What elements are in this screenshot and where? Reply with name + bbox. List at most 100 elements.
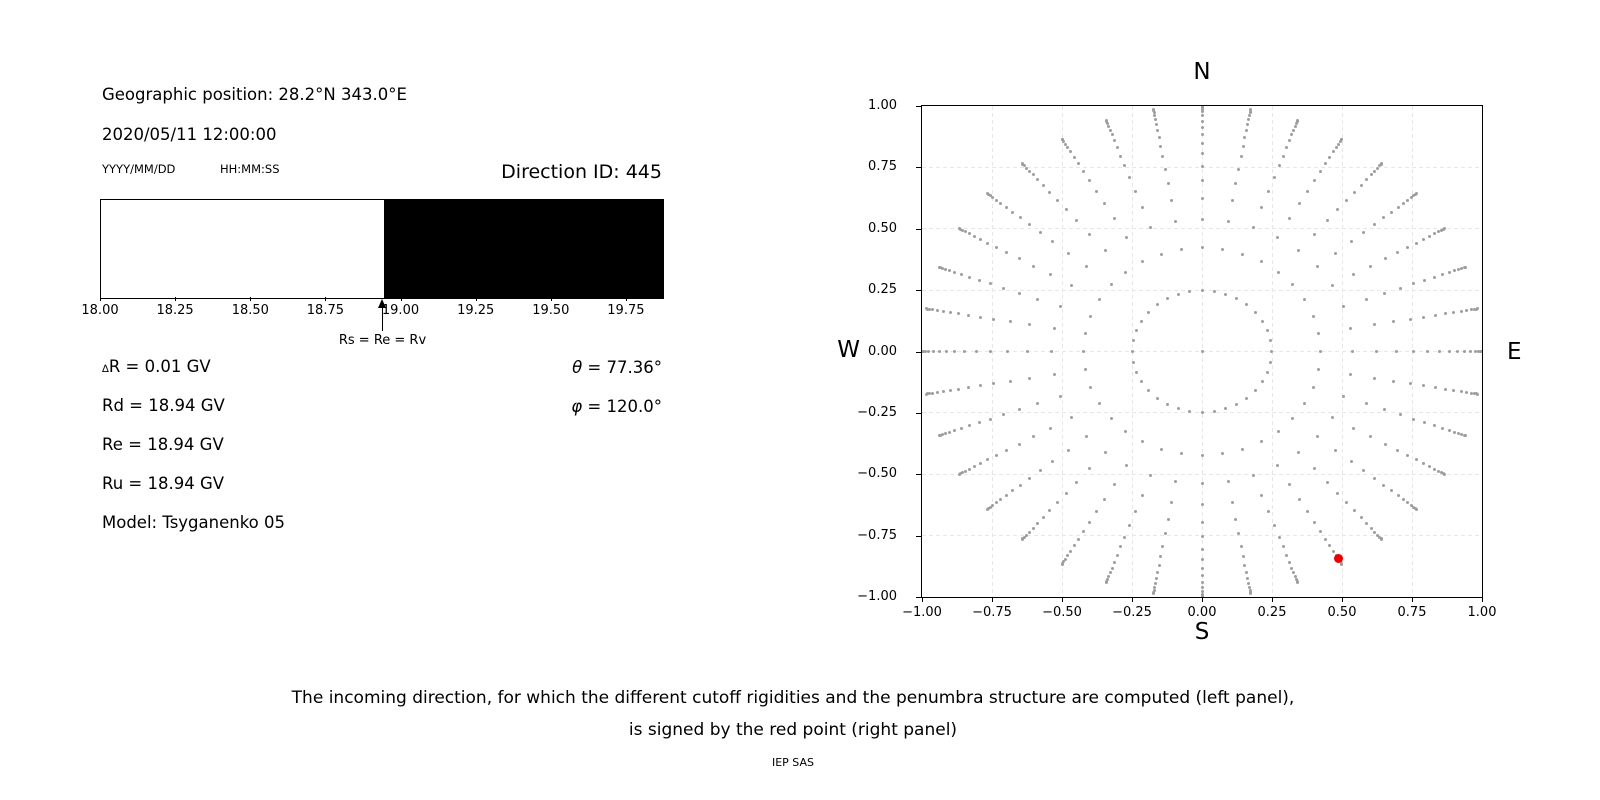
- direction-grid-dot: [1141, 260, 1145, 264]
- direction-grid-dot: [1156, 570, 1160, 574]
- direction-grid-dot: [958, 472, 962, 476]
- direction-grid-dot: [1140, 206, 1144, 209]
- direction-grid-dot: [1476, 392, 1480, 396]
- direction-grid-dot: [1341, 304, 1345, 308]
- direction-grid-dot: [963, 350, 967, 353]
- direction-grid-dot: [1166, 181, 1170, 185]
- direction-grid-dot: [1241, 554, 1245, 558]
- direction-grid-dot: [1295, 577, 1299, 581]
- scatter-y-tick-label: −0.25: [857, 404, 897, 420]
- direction-grid-dot: [1359, 516, 1363, 520]
- direction-grid-dot: [1422, 384, 1426, 388]
- direction-grid-dot: [1442, 227, 1446, 231]
- direction-grid-dot: [1312, 467, 1316, 471]
- direction-grid-dot: [931, 350, 935, 353]
- direction-grid-dot: [1433, 232, 1437, 236]
- direction-grid-dot: [931, 308, 935, 312]
- direction-grid-dot: [1311, 385, 1315, 389]
- direction-grid-dot: [1405, 246, 1409, 249]
- direction-grid-dot: [1412, 417, 1416, 421]
- direction-grid-dot: [1382, 216, 1386, 220]
- direction-grid-dot: [972, 465, 976, 469]
- direction-grid-dot: [1442, 472, 1446, 476]
- direction-grid-dot: [1341, 395, 1345, 399]
- direction-grid-dot: [1113, 482, 1117, 486]
- direction-grid-dot: [1267, 189, 1271, 193]
- direction-grid-dot: [1353, 509, 1356, 513]
- direction-grid-dot: [956, 387, 960, 391]
- direction-grid-dot: [1423, 421, 1427, 425]
- direction-grid-dot: [1349, 240, 1353, 244]
- direction-grid-dot: [1128, 524, 1132, 528]
- direction-grid-dot: [1247, 585, 1251, 589]
- direction-grid-dot: [986, 458, 990, 462]
- direction-grid-dot: [1434, 386, 1438, 390]
- cutoff-arrow-label: Rs = Re = Rv: [338, 333, 427, 348]
- direction-grid-dot: [1176, 407, 1180, 411]
- scatter-x-tick: [1132, 597, 1133, 602]
- direction-grid-dot: [1248, 111, 1252, 115]
- direction-grid-dot: [1200, 580, 1204, 584]
- direction-grid-dot: [1107, 124, 1111, 128]
- direction-grid-dot: [1135, 329, 1139, 333]
- direction-grid-dot: [1133, 510, 1137, 514]
- direction-grid-dot: [1480, 350, 1482, 353]
- scatter-x-tick-label: 0.75: [1397, 605, 1427, 620]
- geo-position-label: Geographic position: 28.2°N 343.0°E: [102, 85, 407, 104]
- direction-grid-dot: [1020, 162, 1024, 165]
- direction-grid-dot: [1113, 139, 1116, 143]
- direction-grid-dot: [1459, 390, 1463, 393]
- direction-grid-dot: [1297, 202, 1301, 206]
- direction-grid-dot: [1317, 332, 1321, 335]
- direction-grid-dot: [1234, 518, 1238, 522]
- direction-grid-dot: [1147, 389, 1151, 393]
- direction-grid-dot: [1200, 589, 1204, 593]
- direction-grid-dot: [1124, 429, 1128, 433]
- direction-grid-dot: [1157, 563, 1161, 567]
- direction-grid-dot: [1200, 164, 1204, 168]
- direction-grid-dot: [1017, 442, 1021, 446]
- direction-grid-dot: [1161, 155, 1165, 159]
- direction-grid-dot: [961, 228, 964, 232]
- direction-grid-dot: [1428, 465, 1432, 469]
- direction-grid-dot: [1115, 553, 1119, 557]
- direction-grid-dot: [1036, 297, 1040, 301]
- scatter-y-tick-label: −0.75: [857, 527, 897, 543]
- direction-grid-dot: [1062, 560, 1066, 563]
- direction-grid-dot: [1332, 549, 1335, 553]
- direction-grid-dot: [1149, 226, 1153, 230]
- direction-grid-dot: [999, 498, 1003, 502]
- direction-grid-dot: [1027, 477, 1031, 480]
- direction-grid-dot: [953, 428, 957, 432]
- direction-grid-dot: [1038, 230, 1042, 234]
- direction-grid-dot: [1408, 317, 1412, 321]
- scatter-x-tick: [992, 597, 993, 602]
- direction-grid-dot: [1306, 510, 1310, 514]
- direction-grid-dot: [1049, 273, 1053, 277]
- direction-grid-dot: [960, 426, 964, 430]
- direction-grid-dot: [1267, 510, 1271, 514]
- scatter-y-tick: [916, 474, 922, 476]
- direction-grid-dot: [1243, 563, 1247, 567]
- direction-grid-dot: [1332, 150, 1335, 154]
- direction-grid-dot: [1031, 526, 1035, 530]
- direction-grid-dot: [1251, 226, 1255, 230]
- direction-grid-dot: [1119, 545, 1123, 549]
- direction-grid-dot: [1221, 247, 1225, 251]
- direction-grid-dot: [1159, 145, 1163, 149]
- direction-grid-dot: [1457, 268, 1461, 272]
- scatter-x-tick: [1202, 597, 1203, 602]
- direction-grid-dot: [1017, 291, 1021, 295]
- direction-grid-dot: [1089, 385, 1093, 389]
- direction-grid-dot: [1285, 553, 1289, 557]
- direction-grid-dot: [948, 311, 952, 314]
- gridline-horizontal: [922, 228, 1482, 230]
- direction-grid-dot: [1392, 320, 1396, 324]
- direction-grid-dot: [944, 350, 948, 353]
- direction-grid-dot: [937, 350, 941, 353]
- direction-grid-dot: [1293, 124, 1297, 128]
- direction-grid-dot: [1476, 307, 1480, 311]
- direction-grid-dot: [1237, 167, 1241, 171]
- direction-grid-dot: [1243, 136, 1247, 140]
- direction-grid-dot: [977, 278, 981, 282]
